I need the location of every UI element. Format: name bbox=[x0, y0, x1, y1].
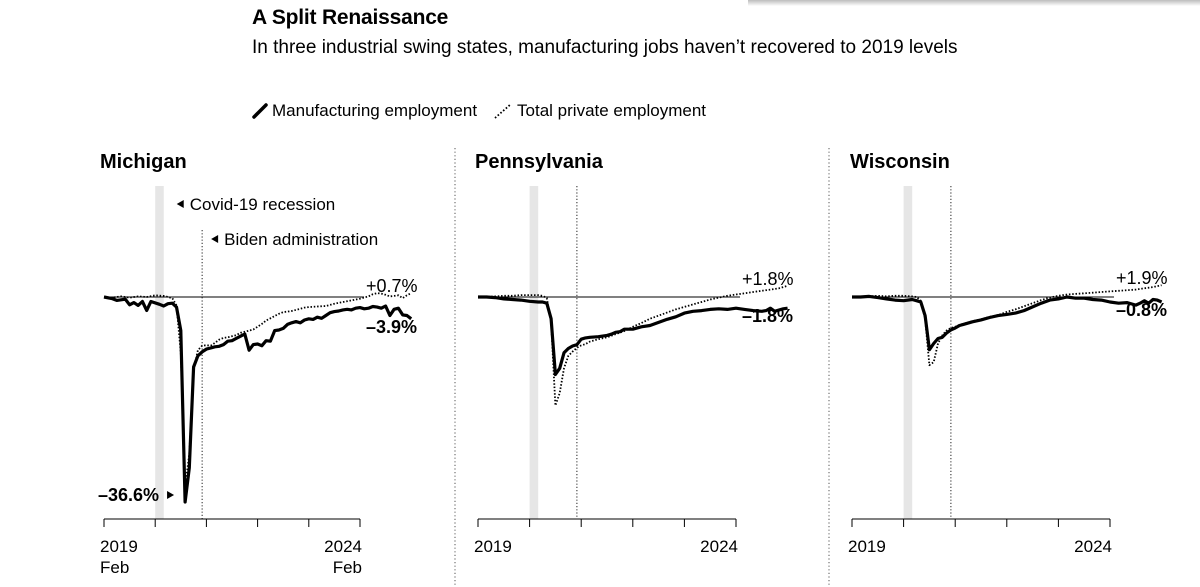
legend: Manufacturing employment Total private e… bbox=[252, 101, 706, 121]
pennsylvania-recession-shade bbox=[529, 186, 539, 519]
pennsylvania-panel-title: Pennsylvania bbox=[475, 151, 604, 173]
wisconsin-end-label-total: +1.9% bbox=[1116, 268, 1168, 288]
legend-label-total: Total private employment bbox=[517, 101, 707, 120]
michigan-line-total-private bbox=[103, 292, 412, 489]
wisconsin-line-total-private bbox=[852, 284, 1162, 367]
chart-title: A Split Renaissance bbox=[252, 6, 449, 29]
min-value-label: –36.6% bbox=[98, 485, 159, 505]
top-edge-shadow bbox=[748, 0, 1200, 6]
pennsylvania-x-tick-label-last: 2024 bbox=[700, 537, 738, 556]
wisconsin-recession-shade bbox=[903, 186, 913, 519]
legend-label-manufacturing: Manufacturing employment bbox=[272, 101, 478, 120]
pennsylvania-line-total-private bbox=[478, 284, 788, 407]
michigan-x-tick-label-first: 2019 bbox=[100, 537, 138, 556]
michigan-x-tick-label-last: 2024 bbox=[324, 537, 362, 556]
solid-line-legend-icon bbox=[252, 103, 268, 119]
michigan-end-label-total: +0.7% bbox=[366, 276, 418, 296]
chart-subtitle: In three industrial swing states, manufa… bbox=[252, 37, 958, 58]
michigan-end-label-manufacturing: –3.9% bbox=[366, 317, 417, 337]
wisconsin-x-tick-label-last: 2024 bbox=[1074, 537, 1112, 556]
michigan-line-manufacturing bbox=[103, 295, 413, 504]
biden-arrow-icon bbox=[211, 235, 219, 243]
recession-annotation: Covid-19 recession bbox=[190, 195, 336, 214]
pennsylvania-line-manufacturing bbox=[478, 295, 788, 377]
michigan-recession-shade bbox=[155, 186, 164, 519]
pennsylvania-end-label-manufacturing: –1.8% bbox=[742, 306, 793, 326]
wisconsin-end-label-manufacturing: –0.8% bbox=[1116, 300, 1167, 320]
min-value-arrow-icon bbox=[167, 490, 175, 499]
michigan-x-tick-sublabel-first: Feb bbox=[100, 558, 129, 577]
wisconsin-x-tick-label-first: 2019 bbox=[848, 537, 886, 556]
biden-annotation: Biden administration bbox=[224, 230, 378, 249]
recession-arrow-icon bbox=[176, 200, 184, 208]
michigan-x-tick-sublabel-last: Feb bbox=[333, 558, 362, 577]
wisconsin-panel-title: Wisconsin bbox=[850, 151, 950, 173]
pennsylvania-end-label-total: +1.8% bbox=[742, 269, 794, 289]
pennsylvania-x-tick-label-first: 2019 bbox=[474, 537, 512, 556]
michigan-panel-title: Michigan bbox=[100, 151, 187, 173]
